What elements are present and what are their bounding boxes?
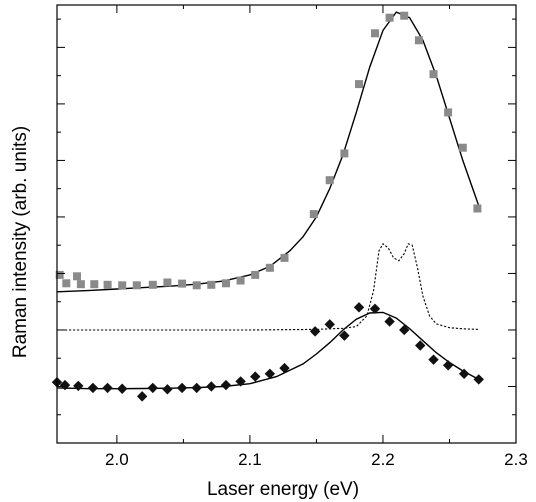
data-point-square-14 <box>222 279 230 288</box>
curve-3-solid <box>56 311 480 390</box>
data-point-diamond-29 <box>473 374 484 385</box>
data-point-diamond-23 <box>384 316 395 327</box>
data-point-square-5 <box>90 280 99 289</box>
data-point-square-11 <box>178 279 187 288</box>
data-point-square-21 <box>340 149 349 158</box>
plot-area <box>51 11 484 402</box>
data-point-square-4 <box>76 280 85 289</box>
x-tick-label: 2.1 <box>238 450 262 469</box>
data-point-square-15 <box>236 276 245 285</box>
data-point-square-23 <box>371 29 379 38</box>
data-point-diamond-2 <box>59 379 71 391</box>
curve-2-dotted <box>57 242 479 331</box>
data-point-diamond-18 <box>309 326 321 337</box>
x-tick-label: 2.0 <box>105 450 129 469</box>
data-point-square-17 <box>265 263 274 272</box>
data-point-square-2 <box>62 279 71 288</box>
data-point-square-7 <box>118 281 127 290</box>
data-point-diamond-14 <box>235 376 246 387</box>
data-point-square-28 <box>444 108 453 117</box>
data-point-diamond-26 <box>428 354 439 365</box>
y-axis-label: Raman intensity (arb. units) <box>10 126 31 358</box>
plot-frame <box>56 4 517 444</box>
data-point-diamond-27 <box>442 360 454 371</box>
data-point-square-25 <box>400 11 409 20</box>
data-point-square-30 <box>473 204 482 213</box>
data-point-diamond-15 <box>250 371 261 382</box>
data-point-square-16 <box>251 270 260 279</box>
x-axis-label: Laser energy (eV) <box>207 479 359 500</box>
data-point-diamond-25 <box>415 340 426 351</box>
data-point-diamond-20 <box>339 330 350 341</box>
data-point-square-29 <box>458 143 467 152</box>
data-point-diamond-10 <box>176 382 188 394</box>
data-point-square-22 <box>355 80 363 89</box>
data-point-diamond-22 <box>369 303 381 314</box>
data-point-diamond-3 <box>73 380 84 392</box>
data-point-diamond-6 <box>116 383 128 394</box>
curve-1-solid <box>56 11 480 293</box>
data-point-diamond-9 <box>162 384 173 395</box>
x-tick-label: 2.3 <box>504 450 528 469</box>
data-point-square-10 <box>163 278 172 287</box>
data-point-square-27 <box>429 70 438 79</box>
data-point-diamond-28 <box>458 368 470 379</box>
data-point-diamond-24 <box>399 324 410 336</box>
data-point-diamond-19 <box>324 319 335 330</box>
data-point-diamond-17 <box>279 362 290 374</box>
data-point-diamond-16 <box>264 368 276 379</box>
data-point-diamond-8 <box>147 382 158 394</box>
data-point-square-18 <box>280 253 289 262</box>
data-point-diamond-7 <box>136 391 148 402</box>
data-point-square-26 <box>414 36 423 45</box>
data-point-square-24 <box>385 13 394 22</box>
data-point-square-20 <box>325 176 334 185</box>
data-point-diamond-13 <box>220 379 232 391</box>
data-point-square-13 <box>207 280 216 289</box>
data-point-diamond-4 <box>87 382 99 394</box>
data-point-diamond-5 <box>102 382 113 394</box>
data-point-square-6 <box>103 280 112 289</box>
data-point-square-19 <box>309 210 318 219</box>
data-point-square-9 <box>148 280 157 289</box>
data-point-diamond-11 <box>191 382 202 394</box>
data-point-diamond-12 <box>206 381 217 392</box>
data-point-square-12 <box>192 281 201 290</box>
data-point-square-1 <box>55 270 64 279</box>
data-point-square-3 <box>73 272 81 281</box>
data-point-square-8 <box>132 281 141 290</box>
axes: 2.0 2.1 2.2 2.3 <box>56 4 528 469</box>
data-point-diamond-21 <box>353 302 365 313</box>
x-tick-label: 2.2 <box>371 450 395 469</box>
